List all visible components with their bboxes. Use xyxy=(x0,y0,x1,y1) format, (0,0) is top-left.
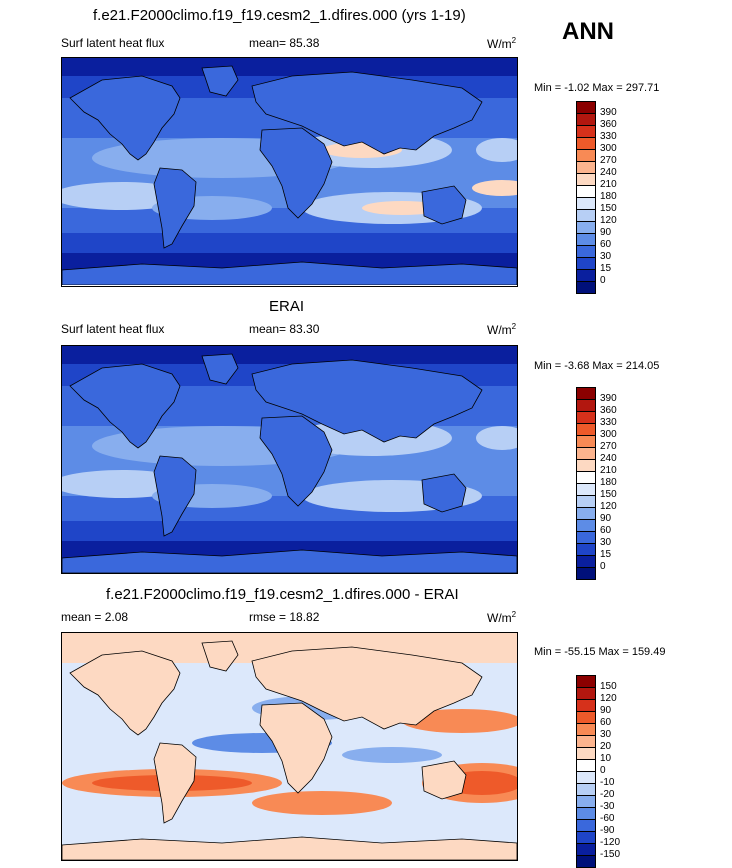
colorbar-cell xyxy=(576,281,596,294)
colorbar-tick-label: 120 xyxy=(600,501,617,512)
season-label: ANN xyxy=(562,18,614,45)
panel-2-variable-label: Surf latent heat flux xyxy=(61,322,165,336)
colorbar-tick-label: -90 xyxy=(600,825,615,836)
colorbar-tick-label: 150 xyxy=(600,489,617,500)
colorbar-tick-label: 0 xyxy=(600,561,606,572)
colorbar-tick-label: -20 xyxy=(600,789,615,800)
colorbar-tick-label: 0 xyxy=(600,765,606,776)
colorbar-tick-label: 20 xyxy=(600,741,612,752)
colorbar-tick-label: 30 xyxy=(600,729,612,740)
colorbar-tick-label: 180 xyxy=(600,191,617,202)
panel-1-units: W/m2 xyxy=(487,36,517,51)
panel-3-mean-label: mean = 2.08 xyxy=(61,610,129,624)
colorbar-tick-label: 210 xyxy=(600,465,617,476)
colorbar-tick-label: 210 xyxy=(600,179,617,190)
colorbar-tick-label: 180 xyxy=(600,477,617,488)
panel-3-rmse-label: rmse = 18.82 xyxy=(249,610,320,624)
colorbar-tick-label: 150 xyxy=(600,681,617,692)
colorbar-tick-label: 0 xyxy=(600,275,606,286)
panel-2-title: ERAI xyxy=(269,298,305,315)
colorbar-tick-label: 240 xyxy=(600,453,617,464)
colorbar-tick-label: 60 xyxy=(600,525,612,536)
panel-2-minmax: Min = -3.68 Max = 214.05 xyxy=(534,360,660,372)
colorbar-tick-label: 90 xyxy=(600,227,612,238)
panel-1-variable-label: Surf latent heat flux xyxy=(61,36,165,50)
colorbar-tick-label: -10 xyxy=(600,777,615,788)
panel-3-minmax: Min = -55.15 Max = 159.49 xyxy=(534,646,666,658)
colorbar-tick-label: -150 xyxy=(600,849,621,860)
colorbar-cell xyxy=(576,855,596,868)
colorbar-tick-label: 270 xyxy=(600,155,617,166)
panel-2-units: W/m2 xyxy=(487,322,517,337)
colorbar-tick-label: -60 xyxy=(600,813,615,824)
colorbar-tick-label: 60 xyxy=(600,717,612,728)
colorbar-tick-label: 60 xyxy=(600,239,612,250)
colorbar-tick-label: 30 xyxy=(600,537,612,548)
colorbar-tick-label: -120 xyxy=(600,837,621,848)
panel-1-title: f.e21.F2000climo.f19_f19.cesm2_1.dfires.… xyxy=(93,7,466,24)
colorbar-tick-label: 390 xyxy=(600,393,617,404)
colorbar-tick-label: 15 xyxy=(600,549,612,560)
colorbar-tick-label: 360 xyxy=(600,119,617,130)
colorbar-tick-label: 240 xyxy=(600,167,617,178)
colorbar-tick-label: 30 xyxy=(600,251,612,262)
colorbar-tick-label: 300 xyxy=(600,143,617,154)
colorbar-tick-label: 270 xyxy=(600,441,617,452)
colorbar-tick-label: 150 xyxy=(600,203,617,214)
colorbar-tick-label: 120 xyxy=(600,215,617,226)
panel-1-minmax: Min = -1.02 Max = 297.71 xyxy=(534,82,660,94)
colorbar-tick-label: -30 xyxy=(600,801,615,812)
colorbar-tick-label: 15 xyxy=(600,263,612,274)
panel-1-mean-label: mean= 85.38 xyxy=(249,36,320,50)
colorbar-cell xyxy=(576,567,596,580)
panel-1-map xyxy=(61,57,518,287)
panel-3-title: f.e21.F2000climo.f19_f19.cesm2_1.dfires.… xyxy=(106,586,459,603)
colorbar-tick-label: 90 xyxy=(600,513,612,524)
panel-2-mean-label: mean= 83.30 xyxy=(249,322,320,336)
panel-2-map xyxy=(61,345,518,574)
colorbar-tick-label: 10 xyxy=(600,753,612,764)
colorbar-tick-label: 330 xyxy=(600,417,617,428)
panel-3-map xyxy=(61,632,518,861)
colorbar-tick-label: 300 xyxy=(600,429,617,440)
colorbar-tick-label: 90 xyxy=(600,705,612,716)
colorbar-tick-label: 360 xyxy=(600,405,617,416)
colorbar-tick-label: 120 xyxy=(600,693,617,704)
colorbar-tick-label: 390 xyxy=(600,107,617,118)
panel-3-units: W/m2 xyxy=(487,610,517,625)
colorbar-tick-label: 330 xyxy=(600,131,617,142)
